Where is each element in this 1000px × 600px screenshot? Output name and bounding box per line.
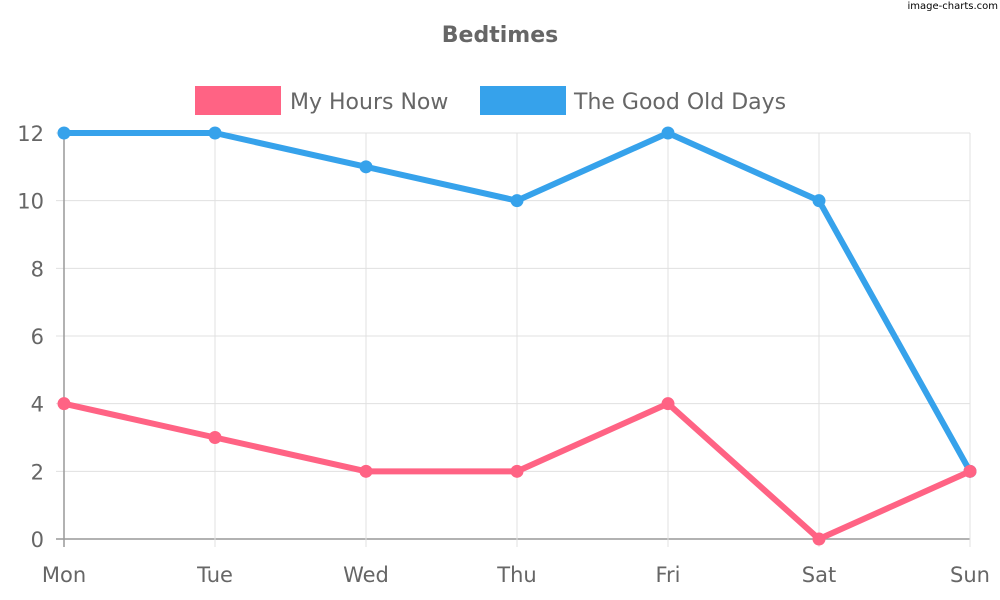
y-tick-label: 10 [17, 190, 44, 214]
legend-swatch [480, 86, 566, 115]
data-point [963, 464, 977, 478]
y-tick-label: 2 [31, 460, 44, 484]
data-point [208, 126, 222, 140]
x-tick-label: Tue [196, 563, 233, 587]
y-tick-label: 6 [31, 325, 44, 349]
legend-label: The Good Old Days [573, 90, 786, 115]
data-point [359, 464, 373, 478]
data-point [57, 397, 71, 411]
legend: My Hours Now The Good Old Days [195, 86, 786, 115]
grid [56, 132, 971, 547]
data-point [208, 431, 222, 444]
x-tick-label: Wed [343, 563, 389, 587]
data-point [57, 126, 71, 140]
data-point [661, 126, 675, 140]
data-point [359, 160, 373, 174]
data-point [661, 397, 675, 411]
legend-label: My Hours Now [290, 90, 448, 115]
x-tick-label: Thu [496, 563, 536, 587]
data-point [812, 532, 826, 546]
watermark: image-charts.com [908, 1, 999, 12]
x-tick-label: Sat [802, 563, 836, 587]
y-tick-label: 8 [31, 257, 44, 281]
data-point [812, 194, 826, 208]
y-tick-label: 0 [31, 528, 44, 552]
y-tick-label: 12 [17, 122, 44, 146]
series-group [57, 126, 977, 546]
chart-title: Bedtimes [442, 23, 558, 48]
axes: 0 2 4 6 8 10 12 Mon Tue Wed Thu Fri Sat Sun [17, 122, 990, 587]
x-tick-label: Sun [950, 563, 990, 587]
legend-swatch [195, 86, 281, 115]
x-tick-label: Mon [42, 563, 86, 587]
y-tick-label: 4 [31, 393, 44, 417]
data-point [510, 194, 524, 208]
x-tick-label: Fri [655, 563, 680, 587]
data-point [510, 464, 524, 478]
